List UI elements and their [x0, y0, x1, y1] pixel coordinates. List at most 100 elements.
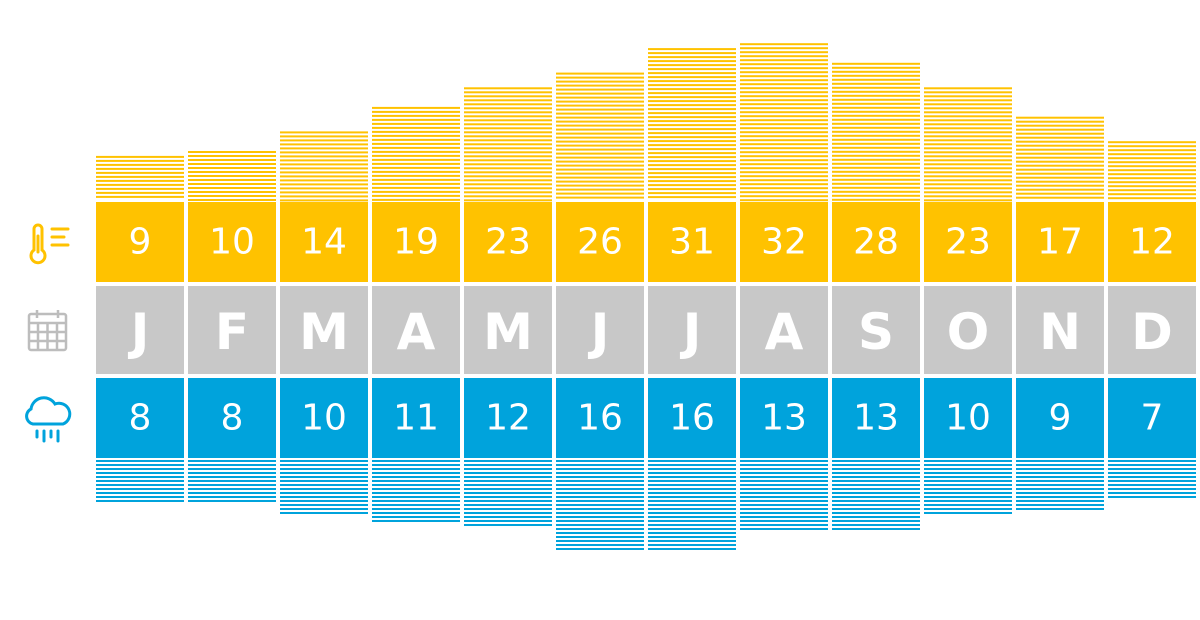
temperature-value: 32 — [761, 222, 807, 263]
calendar-icon — [27, 310, 68, 352]
month-cell — [464, 286, 552, 374]
temperature-bars — [96, 43, 1196, 202]
temperature-value: 23 — [945, 222, 991, 263]
rainfall-value: 13 — [761, 398, 807, 439]
rainfall-value: 10 — [945, 398, 991, 439]
rainfall-cell — [372, 378, 460, 458]
month-label: M — [483, 303, 533, 361]
rainfall-value: 10 — [301, 398, 347, 439]
rainfall-bar — [832, 460, 920, 530]
temperature-cell — [924, 202, 1012, 282]
rainfall-bar — [924, 460, 1012, 514]
temperature-bar — [1016, 116, 1104, 199]
rainfall-cell — [832, 378, 920, 458]
temperature-cell — [96, 202, 184, 282]
rainfall-bar — [1108, 460, 1196, 498]
rainfall-bar — [280, 460, 368, 514]
month-cell — [924, 286, 1012, 374]
temperature-bar — [832, 62, 920, 201]
temperature-bar — [1108, 141, 1196, 200]
temperature-bar — [280, 131, 368, 202]
month-label: J — [588, 303, 610, 361]
month-cell — [740, 286, 828, 374]
rainfall-cell — [556, 378, 644, 458]
temperature-cell — [372, 202, 460, 282]
temperature-bar — [372, 106, 460, 201]
temperature-cell — [740, 202, 828, 282]
rainfall-bar — [372, 460, 460, 522]
month-label: A — [397, 303, 436, 361]
rainfall-value: 11 — [393, 398, 439, 439]
temperature-cell — [1016, 202, 1104, 282]
month-cell — [556, 286, 644, 374]
temperature-value: 9 — [129, 222, 152, 263]
temperature-cell — [188, 202, 276, 282]
rainfall-value: 13 — [853, 398, 899, 439]
rainfall-cell — [924, 378, 1012, 458]
temperature-value: 31 — [669, 222, 715, 263]
rainfall-row: 8 8 10 11 12 16 16 13 13 10 9 7 — [96, 378, 1196, 458]
rainfall-bar — [1016, 460, 1104, 510]
temperature-cell — [464, 202, 552, 282]
month-cell — [96, 286, 184, 374]
rainfall-value: 7 — [1141, 398, 1164, 439]
month-label: J — [128, 303, 150, 361]
rainfall-cell — [188, 378, 276, 458]
temperature-bar — [556, 72, 644, 199]
rainfall-cell — [280, 378, 368, 458]
rainfall-bar — [188, 460, 276, 502]
month-label: O — [947, 303, 990, 361]
rainfall-bar — [556, 460, 644, 550]
month-cell — [372, 286, 460, 374]
month-cell — [1108, 286, 1196, 374]
month-label: D — [1131, 303, 1173, 361]
rainfall-cell — [648, 378, 736, 458]
rainfall-cell — [464, 378, 552, 458]
temperature-value: 14 — [301, 222, 347, 263]
temperature-cell — [556, 202, 644, 282]
month-cell — [648, 286, 736, 374]
rainfall-cell — [1108, 378, 1196, 458]
month-cell — [832, 286, 920, 374]
rain-cloud-icon — [25, 396, 72, 443]
rainfall-bar — [648, 460, 736, 550]
month-label: F — [215, 303, 249, 361]
temperature-bar — [648, 48, 736, 199]
temperature-cell — [280, 202, 368, 282]
rainfall-value: 8 — [221, 398, 244, 439]
rainfall-bars — [96, 460, 1196, 550]
month-label: N — [1039, 303, 1081, 361]
rainfall-value: 16 — [669, 398, 715, 439]
temperature-row: 9 10 14 19 23 26 31 32 28 23 17 12 — [96, 202, 1196, 282]
temperature-value: 23 — [485, 222, 531, 263]
rainfall-bar — [740, 460, 828, 530]
month-cell — [1016, 286, 1104, 374]
thermometer-icon — [29, 223, 70, 265]
temperature-bar — [188, 151, 276, 201]
temperature-value: 28 — [853, 222, 899, 263]
temperature-cell — [1108, 202, 1196, 282]
month-cell — [188, 286, 276, 374]
month-label: J — [680, 303, 702, 361]
temperature-bar — [464, 87, 552, 202]
temperature-value: 12 — [1129, 222, 1175, 263]
rainfall-cell — [96, 378, 184, 458]
month-label: S — [858, 303, 894, 361]
temperature-bar — [740, 43, 828, 202]
rainfall-cell — [1016, 378, 1104, 458]
temperature-value: 26 — [577, 222, 623, 263]
rainfall-bar — [464, 460, 552, 526]
month-label: A — [765, 303, 804, 361]
month-label: M — [299, 303, 349, 361]
rainfall-bar — [96, 460, 184, 502]
temperature-bar — [96, 155, 184, 198]
temperature-bar — [924, 87, 1012, 202]
rainfall-value: 16 — [577, 398, 623, 439]
temperature-cell — [832, 202, 920, 282]
rainfall-value: 8 — [129, 398, 152, 439]
temperature-value: 10 — [209, 222, 255, 263]
temperature-cell — [648, 202, 736, 282]
rainfall-value: 9 — [1049, 398, 1072, 439]
